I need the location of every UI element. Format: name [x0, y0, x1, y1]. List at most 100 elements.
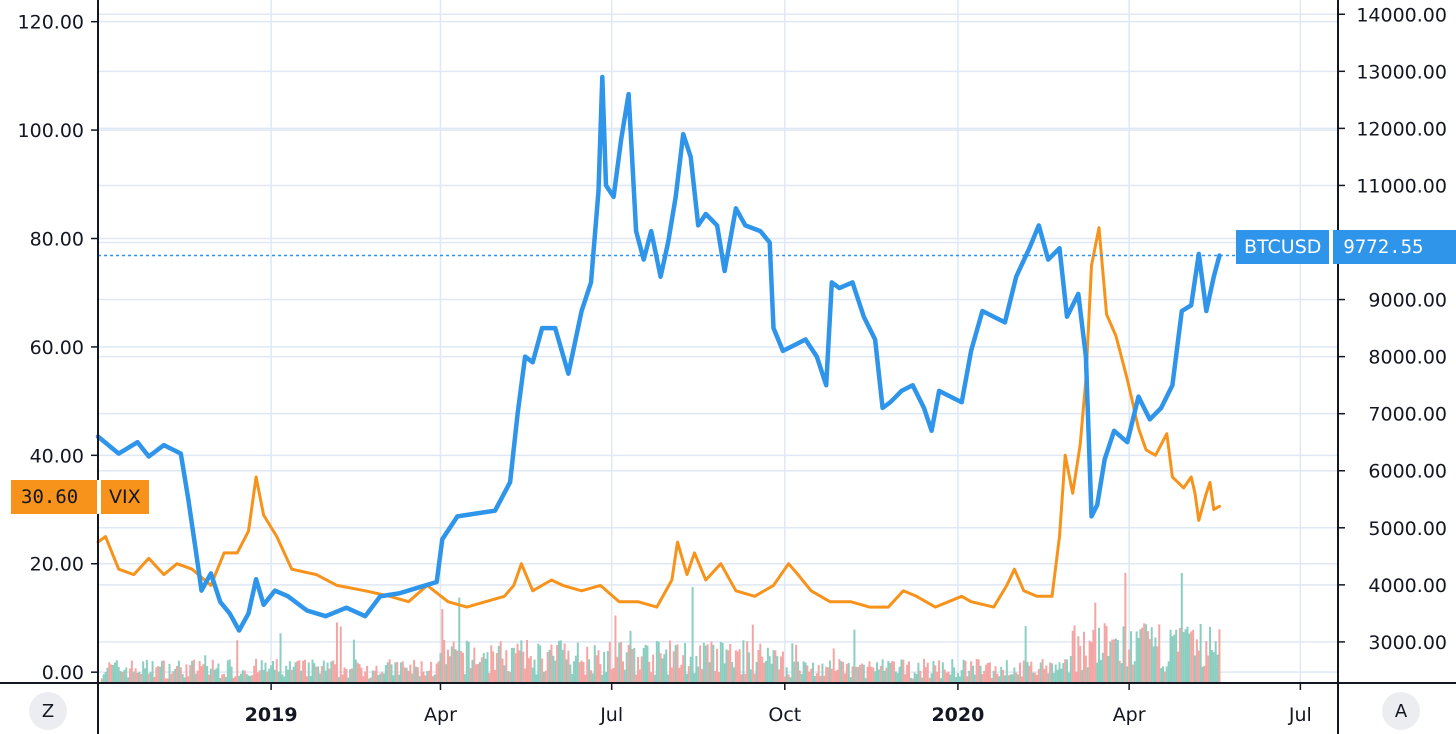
volume-bar — [202, 664, 205, 683]
volume-bar — [211, 659, 214, 683]
volume-bar — [1133, 661, 1136, 683]
volume-bar — [605, 671, 608, 683]
volume-bar — [906, 664, 909, 683]
volume-bar — [1066, 659, 1069, 683]
volume-bar — [1081, 669, 1084, 683]
left-axis: 0.00 20.00 40.00 60.00 80.00 100.00 120.00 — [18, 12, 98, 684]
volume-bar — [589, 670, 592, 683]
volume-bar — [804, 662, 807, 683]
volume-bar — [317, 666, 320, 683]
volume-bar — [435, 663, 438, 683]
volume-bar — [313, 663, 316, 683]
volume-bar — [132, 671, 135, 683]
volume-bar — [983, 670, 986, 683]
volume-bar — [844, 673, 847, 683]
auto-scale-right-button[interactable]: A — [1382, 692, 1420, 730]
volume-bar — [330, 661, 333, 683]
volume-bar — [955, 676, 958, 683]
volume-bar — [386, 662, 389, 683]
volume-bar — [701, 668, 704, 683]
auto-scale-left-button[interactable]: Z — [29, 692, 67, 730]
volume-bar — [1135, 631, 1138, 683]
right-tick-label: 12000.00 — [1356, 118, 1447, 140]
volume-bar — [834, 670, 837, 683]
volume-bar — [364, 671, 367, 683]
volume-bar — [573, 661, 576, 683]
volume-bar — [1122, 626, 1125, 683]
volume-bar — [864, 678, 867, 683]
volume-bar — [621, 661, 624, 683]
volume-bar — [845, 663, 848, 683]
volume-bar — [1169, 629, 1172, 683]
volume-bar — [151, 661, 154, 683]
volume-bar — [943, 669, 946, 683]
volume-bar — [446, 649, 449, 683]
volume-bar — [926, 662, 929, 683]
volume-bar — [223, 673, 226, 683]
x-tick-label: Apr — [1113, 704, 1146, 726]
volume-bar — [480, 657, 483, 683]
volume-bar — [1064, 659, 1067, 683]
volume-bar — [144, 668, 147, 683]
volume-bar — [1190, 631, 1193, 683]
volume-bar — [960, 670, 963, 683]
volume-bar — [830, 668, 833, 683]
grid — [98, 0, 1338, 683]
volume-bar — [932, 661, 935, 683]
volume-bar — [620, 641, 623, 683]
volume-bar — [343, 667, 346, 683]
volume-bar — [456, 650, 459, 683]
volume-bar — [125, 667, 128, 683]
volume-bar — [964, 660, 967, 683]
volume-bar — [345, 668, 348, 683]
volume-bar — [177, 660, 180, 683]
volume-bar — [712, 644, 715, 683]
volume-bar — [191, 661, 194, 683]
volume-bar — [657, 641, 660, 683]
volume-bar — [714, 671, 717, 683]
volume-bar — [1020, 676, 1023, 683]
btc-tag-label: BTCUSD — [1236, 230, 1330, 264]
volume-bar — [1041, 659, 1044, 683]
volume-bar — [631, 649, 634, 683]
volume-bar — [127, 677, 130, 683]
volume-bar — [396, 662, 399, 683]
volume-bar — [1002, 670, 1005, 683]
volume-bar — [356, 662, 359, 683]
volume-bar — [913, 672, 916, 683]
volume-bar — [985, 664, 988, 683]
volume-bar — [759, 643, 762, 683]
volume-bar — [823, 675, 826, 683]
volume-bar — [1120, 663, 1123, 683]
left-tick-label: 0.00 — [42, 662, 84, 684]
volume-bar — [554, 660, 557, 683]
volume-bar — [883, 670, 886, 683]
volume-bar — [145, 659, 148, 683]
volume-bar — [1177, 651, 1180, 683]
volume-bar — [849, 677, 852, 683]
volume-bar — [1077, 636, 1080, 683]
volume-bar — [729, 643, 732, 683]
volume-bar — [1158, 624, 1161, 683]
volume-bar — [262, 669, 265, 683]
volume-bar — [593, 645, 596, 683]
volume-bar — [1126, 666, 1129, 683]
volume-bar — [625, 652, 628, 683]
volume-bar — [497, 645, 500, 683]
volume-bar — [1165, 666, 1168, 683]
volume-bar — [736, 651, 739, 683]
volume-bar — [157, 665, 160, 683]
volume-bar — [567, 650, 570, 683]
volume-bar — [335, 622, 338, 683]
volume-bar — [669, 640, 672, 683]
volume-bar — [495, 653, 498, 683]
volume-bar — [465, 640, 468, 683]
volume-bar — [603, 651, 606, 683]
volume-bar — [663, 654, 666, 683]
volume-bar — [416, 667, 419, 683]
volume-bar — [1000, 666, 1003, 683]
volume-bar — [164, 678, 167, 683]
volume-bar — [170, 673, 173, 683]
right-tick-label: 9000.00 — [1368, 290, 1447, 312]
volume-bar — [710, 641, 713, 683]
